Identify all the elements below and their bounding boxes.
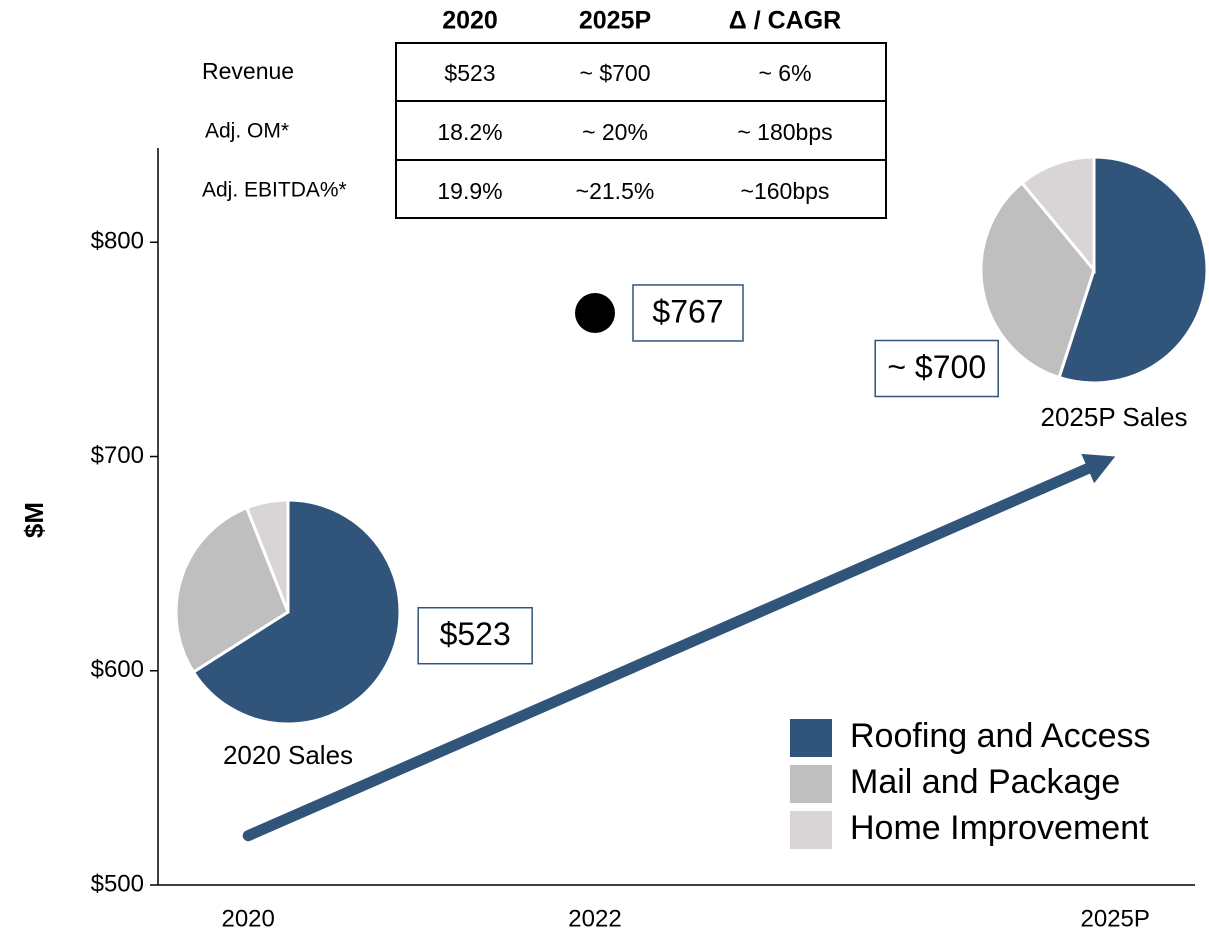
table-cell: ~160bps — [741, 178, 830, 204]
table-cell: $523 — [444, 60, 495, 86]
pie-slice — [174, 505, 290, 675]
table-box — [395, 42, 887, 219]
legend-swatch — [790, 765, 832, 803]
point — [574, 292, 615, 333]
value-label: $523 — [440, 616, 511, 652]
legend-swatch — [790, 719, 832, 757]
y-tick-label: $500 — [91, 870, 144, 897]
table-cell: ~ 6% — [758, 60, 811, 86]
pie-slice — [244, 498, 290, 613]
row-label: Revenue — [202, 58, 294, 84]
y-tick-label: $700 — [91, 442, 144, 469]
x-tick-label: 2020 — [221, 905, 274, 932]
legend-swatch — [790, 811, 832, 849]
pie-slice — [979, 180, 1096, 380]
pie-title: 2025P Sales — [1041, 402, 1188, 432]
y-axis-label: $M — [19, 502, 49, 538]
legend-label: Mail and Package — [850, 763, 1120, 801]
table-header: 2025P — [579, 7, 651, 35]
pie-slice — [191, 498, 402, 726]
row-label: Adj. OM* — [205, 120, 289, 143]
table-cell: ~21.5% — [576, 178, 655, 204]
pie-title: 2020 Sales — [223, 740, 353, 770]
legend-label: Roofing and Access — [850, 717, 1151, 755]
pie-slice — [1057, 155, 1209, 385]
pie-slice — [1019, 155, 1096, 275]
row-label: Adj. EBITDA%* — [202, 179, 347, 202]
y-tick-label: $600 — [91, 656, 144, 683]
table-header: Δ / CAGR — [729, 7, 841, 35]
table-cell: 18.2% — [437, 119, 502, 145]
legend-label: Home Improvement — [850, 809, 1149, 847]
table-cell: ~ 180bps — [737, 119, 832, 145]
value-label-box — [874, 339, 999, 398]
table-cell: 19.9% — [437, 178, 502, 204]
trend-arrow — [242, 463, 1094, 842]
table-header: 2020 — [442, 7, 498, 35]
table-cell: ~ $700 — [580, 60, 651, 86]
value-label: ~ $700 — [887, 349, 986, 385]
table-cell: ~ 20% — [582, 119, 648, 145]
y-tick-label: $800 — [91, 228, 144, 255]
value-label-box — [417, 606, 533, 665]
arrow-head — [1081, 453, 1116, 484]
value-label: $767 — [652, 293, 723, 329]
x-tick-label: 2022 — [568, 905, 621, 932]
x-tick-label: 2025P — [1081, 905, 1150, 932]
value-label-box — [632, 284, 744, 342]
